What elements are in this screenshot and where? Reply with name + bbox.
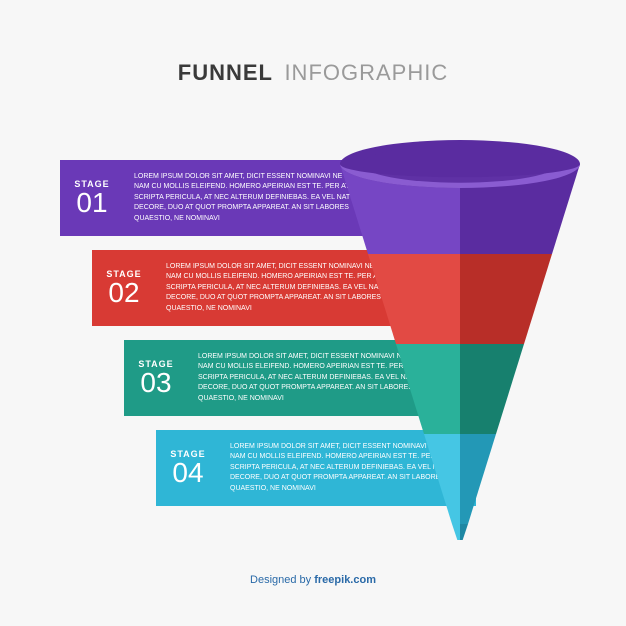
credit-prefix: Designed by [250, 574, 314, 586]
credit-line: Designed by freepik.com [0, 574, 626, 586]
title-sub: INFOGRAPHIC [284, 60, 448, 85]
title-main: FUNNEL [178, 60, 273, 85]
funnel-diagram [330, 140, 590, 540]
stage-label: STAGE03 [124, 359, 188, 397]
stage-label-num: 03 [124, 369, 188, 397]
stage-label: STAGE04 [156, 449, 220, 487]
stage-label-num: 01 [60, 189, 124, 217]
stage-label: STAGE02 [92, 269, 156, 307]
stage-label-num: 04 [156, 459, 220, 487]
credit-brand: freepik.com [314, 574, 376, 586]
stage-label-num: 02 [92, 279, 156, 307]
page-title: FUNNEL INFOGRAPHIC [0, 0, 626, 86]
stage-label: STAGE01 [60, 179, 124, 217]
